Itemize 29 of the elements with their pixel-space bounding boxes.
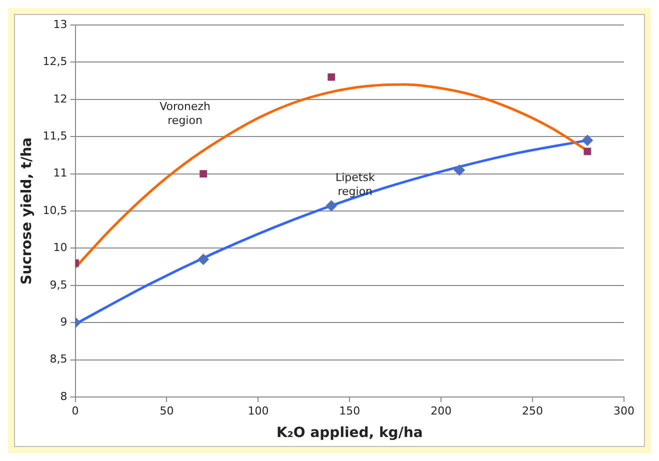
annotation: Lipetsk region <box>335 170 376 198</box>
x-tick-label: 250 <box>522 404 544 418</box>
x-tick-label: 300 <box>614 404 634 418</box>
point <box>454 164 465 176</box>
x-axis-title: K₂O applied, kg/ha <box>276 425 423 442</box>
x-tick-label: 150 <box>339 404 360 418</box>
y-axis-title: Sucrose yield, t/ha <box>19 137 36 285</box>
y-tick-label: 9,5 <box>50 278 68 292</box>
y-tick-label: 10,5 <box>42 204 68 217</box>
y-tick-label: 8,5 <box>50 352 68 366</box>
y-tick-label: 12 <box>53 92 68 106</box>
annotation: Voronezh region <box>160 100 211 128</box>
point <box>582 134 593 146</box>
x-tick-label: 50 <box>160 404 174 418</box>
point <box>326 200 337 212</box>
y-tick-label: 13 <box>53 18 68 31</box>
point <box>328 73 336 81</box>
x-tick-label: 0 <box>72 404 79 418</box>
x-tick-label: 100 <box>248 404 269 418</box>
y-tick-label: 9 <box>60 315 68 328</box>
point <box>200 170 208 178</box>
y-tick-label: 11 <box>53 166 68 180</box>
point <box>198 254 209 265</box>
y-tick-label: 10 <box>53 241 68 254</box>
y-tick-label: 11,5 <box>42 129 68 142</box>
y-tick-label: 8 <box>60 390 68 403</box>
y-tick-label: 12,5 <box>42 55 68 68</box>
x-tick-label: 200 <box>430 404 452 418</box>
point <box>584 148 592 156</box>
